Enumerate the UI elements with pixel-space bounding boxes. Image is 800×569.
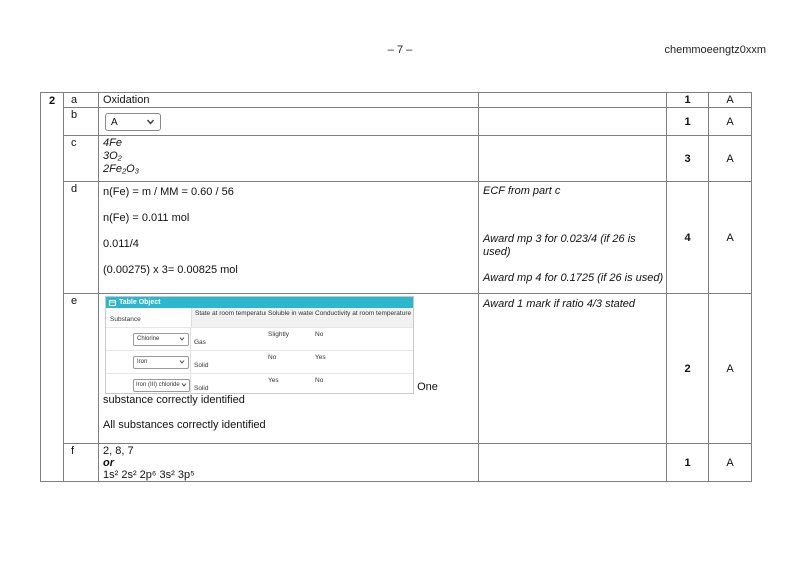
table-icon	[109, 299, 116, 306]
notes-cell	[479, 444, 667, 481]
document-code: chemmoeengtz0xxm	[664, 44, 767, 56]
notes-cell: ECF from part c Award mp 3 for 0.023/4 (…	[479, 182, 667, 310]
equation-line: 2Fe₂O₃	[103, 163, 140, 175]
grade-value: A	[726, 362, 734, 375]
note-line: Award mp 4 for 0.1725 (if 26 is used)	[483, 272, 664, 284]
answer-line: 1s² 2s² 2p⁶ 3s² 3p⁵	[103, 469, 195, 481]
grade-value: A	[726, 456, 734, 469]
substance-dropdown-2[interactable]: Iron	[133, 355, 189, 369]
grade-value: A	[726, 152, 734, 165]
working-line: n(Fe) = m / MM = 0.60 / 56	[103, 186, 234, 198]
conductivity-value: Yes	[315, 354, 326, 361]
state-value: Solid	[194, 385, 209, 392]
state-value: Gas	[194, 339, 206, 346]
answer-cell: Oxidation	[99, 93, 479, 107]
answer-text: One substance correctly identified	[103, 381, 438, 406]
column-header-conductivity: Conductivity at room temperature	[313, 308, 413, 327]
working-line: 0.011/4	[103, 238, 139, 250]
soluble-value: Yes	[268, 377, 279, 384]
note-line: Award 1 mark if ratio 4/3 stated	[483, 298, 636, 310]
working-line: n(Fe) = 0.011 mol	[103, 212, 190, 224]
note-line: ECF from part c	[483, 185, 561, 197]
table-object-row: Iron (III) chloride Solid Yes No	[106, 373, 413, 396]
table-object: Table Object Substance State at room tem…	[105, 296, 414, 396]
selected-option: Chlorine	[137, 336, 160, 342]
table-row-c: c 4Fe 3O₂ 2Fe₂O₃ 3 A	[64, 136, 751, 182]
marks-value: 1	[667, 108, 709, 135]
conductivity-value: No	[315, 377, 324, 384]
question-number: 2	[41, 93, 64, 481]
selected-option: Iron (III) chloride	[136, 382, 180, 388]
table-row-d: d n(Fe) = m / MM = 0.60 / 56 n(Fe) = 0.0…	[64, 182, 751, 310]
conductivity-value: No	[315, 331, 324, 338]
answer-cell: 4Fe 3O₂ 2Fe₂O₃	[99, 136, 479, 181]
note-line: Award mp 3 for 0.023/4 (if 26 is used)	[483, 233, 636, 258]
answer-line: 2, 8, 7	[103, 445, 134, 457]
table-object-header: Substance State at room temperature Solu…	[106, 308, 413, 327]
working-line: (0.00275) x 3= 0.00825 mol	[103, 264, 238, 276]
column-header-soluble: Soluble in water	[266, 308, 314, 327]
state-value: Solid	[194, 362, 209, 369]
equation-line: 4Fe	[103, 137, 122, 149]
answer-cell: 2, 8, 7 or 1s² 2s² 2p⁶ 3s² 3p⁵	[99, 444, 479, 481]
notes-cell	[479, 136, 667, 181]
part-label: d	[64, 182, 99, 293]
part-label: f	[64, 444, 99, 481]
table-row-b: b A 1 A	[64, 108, 751, 136]
marks-value: 1	[667, 444, 709, 481]
chevron-down-icon	[181, 383, 187, 387]
answer-cell: n(Fe) = m / MM = 0.60 / 56 n(Fe) = 0.011…	[99, 182, 479, 293]
answer-text: All substances correctly identified	[103, 419, 266, 431]
substance-dropdown-1[interactable]: Chlorine	[133, 332, 189, 346]
page-header: – 7 – chemmoeengtz0xxm	[0, 44, 800, 58]
table-row-f: f 2, 8, 7 or 1s² 2s² 2p⁶ 3s² 3p⁵ 1 A	[64, 444, 751, 481]
selected-option: A	[111, 116, 118, 128]
selected-option: Iron	[137, 359, 148, 365]
table-object-title: Table Object	[119, 298, 161, 306]
grade-value: A	[726, 231, 734, 244]
table-row-a: a Oxidation 1 A	[64, 93, 751, 108]
grade-value: A	[726, 94, 734, 106]
part-label: c	[64, 136, 99, 181]
table-object-row: Iron Solid No Yes	[106, 350, 413, 373]
table-row-e: e Table Object Substance State at room t…	[64, 294, 751, 444]
substance-dropdown-3[interactable]: Iron (III) chloride	[133, 378, 190, 392]
chevron-down-icon	[146, 119, 155, 125]
answer-line: or	[103, 457, 114, 469]
part-label: e	[64, 294, 99, 443]
marks-value: 2	[667, 294, 709, 443]
part-label: b	[64, 108, 99, 135]
marks-value: 3	[667, 136, 709, 181]
soluble-value: Slightly	[268, 331, 289, 338]
marks-value: 4	[667, 182, 709, 293]
column-header-state: State at room temperature	[191, 308, 271, 327]
table-object-titlebar: Table Object	[106, 297, 413, 308]
answer-cell: Table Object Substance State at room tem…	[99, 294, 479, 443]
table-object-row: Chlorine Gas Slightly No	[106, 327, 413, 350]
equation-line: 3O₂	[103, 150, 122, 162]
notes-cell	[479, 108, 667, 135]
answer-cell: A	[99, 108, 479, 135]
grade-value: A	[726, 115, 734, 128]
answer-dropdown[interactable]: A	[105, 113, 161, 131]
notes-cell	[479, 294, 667, 443]
answer-text: Oxidation	[103, 94, 150, 106]
chevron-down-icon	[179, 337, 185, 341]
part-label: a	[64, 93, 99, 107]
page-number: – 7 –	[387, 44, 413, 56]
notes-cell	[479, 93, 667, 107]
column-header-substance: Substance	[106, 308, 191, 327]
markscheme-table: 2 a Oxidation 1 A b A 1	[40, 92, 752, 482]
soluble-value: No	[268, 354, 277, 361]
chevron-down-icon	[179, 360, 185, 364]
marks-value: 1	[667, 93, 709, 107]
